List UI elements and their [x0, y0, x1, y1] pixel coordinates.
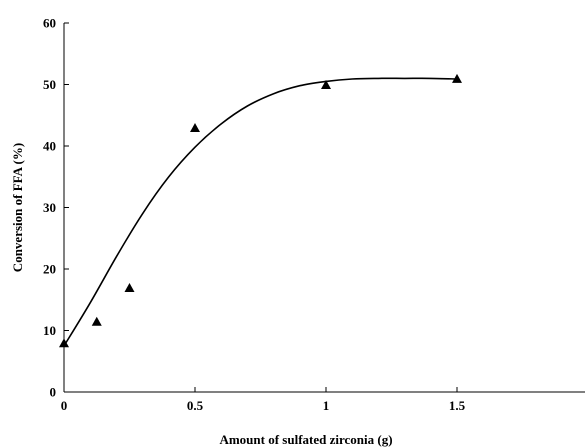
x-tick-label: 0	[61, 398, 68, 413]
ticks	[63, 22, 458, 393]
data-points	[59, 73, 462, 348]
y-tick-label: 20	[43, 262, 56, 277]
x-tick-label: 1	[323, 398, 330, 413]
data-point	[190, 123, 200, 133]
axes	[63, 23, 585, 393]
data-point	[452, 73, 462, 83]
trendline	[63, 77, 458, 347]
y-tick-label: 30	[43, 200, 56, 215]
data-point	[91, 316, 102, 326]
y-tick-label: 0	[50, 385, 57, 400]
y-tick-label: 40	[43, 139, 56, 154]
y-tick-label: 50	[43, 77, 56, 92]
x-axis-title: Amount of sulfated zirconia (g)	[219, 432, 392, 447]
x-tick-label: 1.5	[449, 398, 466, 413]
y-tick-label: 60	[43, 16, 56, 31]
data-point	[124, 282, 135, 292]
y-tick-label: 10	[43, 323, 56, 338]
data-point	[321, 80, 331, 89]
data-point	[59, 338, 69, 348]
x-tick-label: 0.5	[187, 398, 204, 413]
y-axis-title: Conversion of FFA (%)	[10, 143, 25, 272]
